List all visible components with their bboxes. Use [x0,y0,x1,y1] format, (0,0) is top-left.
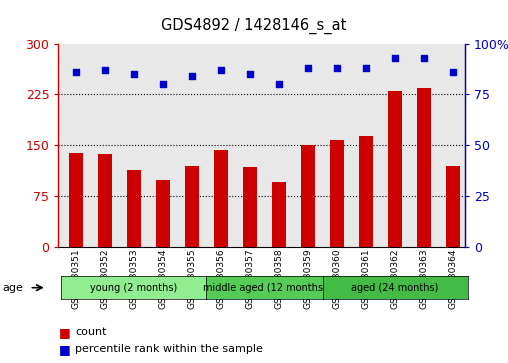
Text: aged (24 months): aged (24 months) [352,283,439,293]
Point [449,69,457,75]
Text: ■: ■ [58,343,70,356]
Point [217,67,225,73]
Point [333,65,341,71]
Text: young (2 months): young (2 months) [90,283,177,293]
Bar [69,153,83,247]
Point [246,71,254,77]
Bar [388,91,402,247]
Bar [272,183,287,247]
Point [72,69,80,75]
Point [188,73,196,79]
Bar [301,145,315,247]
Text: ■: ■ [58,326,70,339]
Bar [214,150,228,247]
Bar [446,166,460,247]
Text: percentile rank within the sample: percentile rank within the sample [75,344,263,354]
Bar [185,166,199,247]
Point [420,55,428,61]
Bar [359,136,373,247]
Bar [243,167,257,247]
Text: age: age [3,283,23,293]
Bar [155,180,170,247]
Point [304,65,312,71]
Point [275,81,283,87]
Text: GDS4892 / 1428146_s_at: GDS4892 / 1428146_s_at [162,18,346,34]
Point [101,67,109,73]
Bar [330,140,344,247]
Bar [98,154,112,247]
Text: count: count [75,327,107,337]
Text: middle aged (12 months): middle aged (12 months) [203,283,327,293]
Bar [417,87,431,247]
Point [391,55,399,61]
Point [130,71,138,77]
Point [159,81,167,87]
Point [362,65,370,71]
Bar [126,170,141,247]
